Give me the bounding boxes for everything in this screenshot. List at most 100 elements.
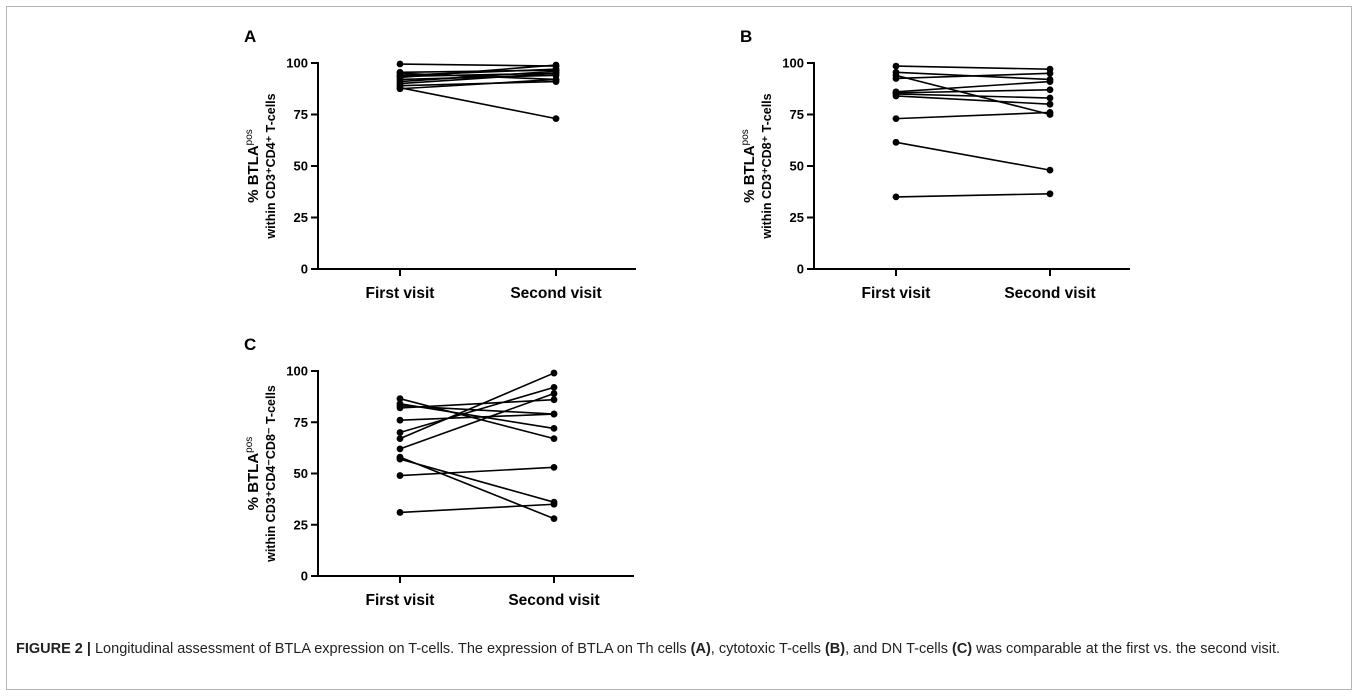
panel-c-y-tick-label: 75 bbox=[294, 415, 308, 430]
panel-a-y-tick-label: 75 bbox=[294, 107, 308, 122]
panel-c-series-line bbox=[399, 392, 555, 450]
panel-a-series-line bbox=[399, 86, 557, 120]
panel-c: C 0 25 50 75 100 First visit Second visit % BTLA… bbox=[244, 335, 634, 609]
caption-text-1: Longitudinal assessment of BTLA expressi… bbox=[90, 641, 691, 657]
panel-b-x-tick-label: Second visit bbox=[1004, 285, 1095, 302]
panel-b-series-line bbox=[895, 193, 1051, 198]
panel-a: A 0 25 50 75 100 First visit Second visit % BTLA… bbox=[244, 27, 636, 302]
panel-a-series-line bbox=[399, 74, 557, 81]
panel-c-point-second-visit bbox=[550, 435, 558, 443]
panel-b-series-line bbox=[895, 95, 1051, 105]
panel-a-point-first-visit bbox=[396, 85, 404, 93]
panel-b-point-first-visit bbox=[892, 193, 900, 201]
panel-c-series-line bbox=[399, 413, 555, 421]
panel-b-y-tick-label: 50 bbox=[790, 159, 804, 174]
panel-b-point-second-visit bbox=[1046, 166, 1054, 174]
panel-b-point-second-visit bbox=[1046, 69, 1054, 77]
panel-a-series-line bbox=[399, 70, 557, 83]
panel-a-series-line bbox=[399, 63, 557, 67]
panel-b-series-line bbox=[895, 74, 1051, 116]
panel-a-point-second-visit bbox=[552, 69, 560, 77]
panel-a-y-label-main: % BTLApos bbox=[244, 129, 262, 203]
panel-c-y-label-main: % BTLApos bbox=[244, 437, 262, 511]
caption-ref-c: (C) bbox=[952, 641, 973, 657]
panel-b-y-tick-label: 100 bbox=[782, 56, 804, 71]
panel-b-series-line bbox=[895, 80, 1051, 93]
panel-b-point-second-visit bbox=[1046, 94, 1054, 102]
panel-c-series-line bbox=[399, 466, 555, 477]
panel-c-point-first-visit bbox=[396, 395, 404, 403]
panel-c-point-first-visit bbox=[396, 435, 404, 443]
panel-b-series-line bbox=[895, 141, 1051, 171]
panel-b-series-line bbox=[895, 72, 1051, 80]
panel-b-point-second-visit bbox=[1046, 78, 1054, 85]
panel-c-series-line bbox=[399, 503, 555, 514]
panel-b-y-tick-label: 0 bbox=[797, 262, 804, 277]
panel-c-point-second-visit bbox=[550, 390, 558, 397]
caption-label: FIGURE 2 | bbox=[16, 641, 91, 657]
panel-c-point-first-visit bbox=[396, 472, 404, 479]
panel-b-label: B bbox=[740, 27, 752, 46]
panel-b-point-second-visit bbox=[1046, 100, 1054, 108]
figure-caption: FIGURE 2 | Longitudinal assessment of BT… bbox=[16, 639, 1342, 660]
panel-a-label: A bbox=[244, 27, 256, 46]
panel-c-y-label-sub: within CD3⁺CD4⁻CD8⁻ T-cells bbox=[264, 385, 278, 563]
panel-a-y-tick-label: 25 bbox=[294, 210, 308, 225]
panel-a-point-second-visit bbox=[552, 115, 560, 123]
panel-c-series-line bbox=[399, 458, 555, 503]
caption-ref-b: (B) bbox=[824, 641, 846, 657]
panel-c-x-tick-label: First visit bbox=[366, 592, 435, 609]
panel-c-series-line bbox=[399, 456, 555, 520]
panel-a-point-second-visit bbox=[552, 76, 560, 83]
panel-a-y-tick-label: 0 bbox=[301, 262, 308, 277]
panel-b-point-first-visit bbox=[892, 62, 900, 70]
panel-c-x-tick-label: Second visit bbox=[508, 592, 599, 609]
panel-b-y-tick-label: 75 bbox=[790, 107, 804, 122]
caption-ref-a: (A) bbox=[690, 641, 711, 657]
panel-c-label: C bbox=[244, 335, 256, 354]
panel-a-y-label-sub: within CD3⁺CD4⁺ T-cells bbox=[264, 93, 278, 239]
panel-b-point-second-visit bbox=[1046, 109, 1054, 116]
panel-c-point-second-visit bbox=[550, 500, 558, 508]
panel-b-y-label-sub: within CD3⁺CD8⁺ T-cells bbox=[760, 93, 774, 239]
panel-c-point-second-visit bbox=[550, 410, 558, 418]
panel-a-series-line bbox=[399, 68, 557, 77]
caption-text-3: , and DN T-cells bbox=[845, 641, 952, 657]
panel-c-point-first-visit bbox=[396, 445, 404, 453]
panel-c-y-tick-label: 100 bbox=[286, 364, 308, 379]
panel-c-point-second-visit bbox=[550, 369, 558, 377]
panel-b-series-line bbox=[895, 88, 1051, 94]
panel-b-point-first-visit bbox=[892, 92, 900, 100]
panel-a-y-tick-label: 100 bbox=[286, 56, 308, 71]
panel-c-point-second-visit bbox=[550, 425, 558, 432]
panel-b-y-tick-label: 25 bbox=[790, 210, 804, 225]
panel-b-point-first-visit bbox=[892, 115, 900, 123]
panel-a-point-first-visit bbox=[396, 60, 404, 68]
panel-a-series-line bbox=[399, 64, 557, 79]
panel-b-series-line bbox=[895, 111, 1051, 120]
panel-c-point-second-visit bbox=[550, 384, 558, 391]
panel-c-series-line bbox=[399, 397, 555, 440]
panel-a-x-tick-label: First visit bbox=[366, 285, 435, 302]
panel-c-series-line bbox=[399, 386, 555, 434]
panel-b-series-line bbox=[895, 65, 1051, 70]
panel-c-point-second-visit bbox=[550, 396, 558, 404]
caption-text-2: , cytotoxic T-cells bbox=[710, 641, 825, 657]
panel-b-y-label-main: % BTLApos bbox=[740, 129, 758, 203]
panel-b-point-second-visit bbox=[1046, 190, 1054, 198]
panel-a-x-tick-label: Second visit bbox=[510, 285, 601, 302]
panel-c-point-first-visit bbox=[396, 416, 404, 424]
panel-b-series-line bbox=[895, 93, 1051, 99]
panel-c-y-tick-label: 50 bbox=[294, 466, 308, 481]
panel-b-point-first-visit bbox=[892, 138, 900, 146]
panel-a-point-second-visit bbox=[552, 61, 560, 69]
panel-b-point-second-visit bbox=[1046, 86, 1054, 94]
panel-c-point-second-visit bbox=[550, 515, 558, 522]
panel-b-x-tick-label: First visit bbox=[862, 285, 931, 302]
panel-c-y-tick-label: 25 bbox=[294, 517, 308, 532]
panel-c-point-second-visit bbox=[550, 463, 558, 471]
panel-c-point-first-visit bbox=[396, 402, 404, 410]
panel-a-series-line bbox=[399, 72, 557, 85]
panel-c-point-first-visit bbox=[396, 509, 404, 516]
